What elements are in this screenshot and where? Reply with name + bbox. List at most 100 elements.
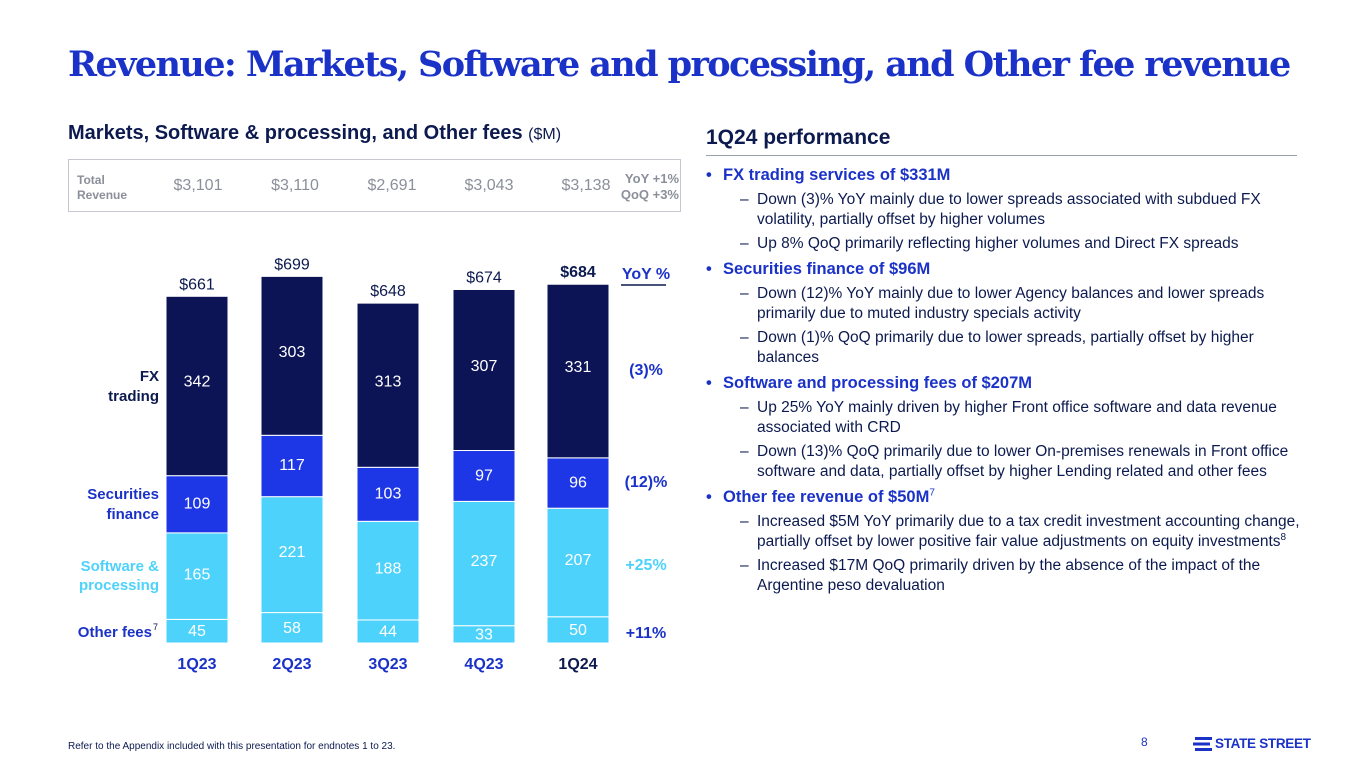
total-revenue-box: Total Revenue $3,101 $3,110 $2,691 $3,04… [68, 159, 681, 212]
bar-value-label: 96 [569, 475, 587, 492]
bullet-item: Software and processing fees of $207M Up … [706, 373, 1301, 482]
state-street-logo: STATE STREET [1193, 735, 1311, 753]
sub-bullet-item: Increased $5M YoY primarily due to a tax… [723, 512, 1301, 552]
sub-bullet-text: Up 8% QoQ primarily reflecting higher vo… [757, 235, 1239, 252]
performance-divider [706, 155, 1297, 156]
total-revenue-value: $2,691 [367, 177, 417, 194]
series-name-label: processing [79, 577, 159, 594]
bullet-heading: Software and processing fees of $207M [723, 374, 1033, 392]
bar-value-label: 331 [565, 359, 592, 376]
series-name-label: finance [106, 506, 159, 523]
bar-segment [165, 295, 229, 477]
sub-bullet-text: Down (1)% QoQ primarily due to lower spr… [757, 329, 1254, 366]
bar-segment [452, 450, 516, 502]
logo-text: STATE STREET [1215, 736, 1311, 751]
bar-total-label: $661 [179, 276, 215, 293]
series-name-label: Other fees [78, 624, 152, 641]
bar-segment [356, 302, 420, 468]
sub-bullet-item: Down (1)% QoQ primarily due to lower spr… [723, 328, 1301, 368]
sub-bullet-text: Increased $5M YoY primarily due to a tax… [757, 513, 1300, 550]
sub-bullet-item: Down (3)% YoY mainly due to lower spread… [723, 190, 1301, 230]
sub-bullet-item: Up 8% QoQ primarily reflecting higher vo… [723, 234, 1301, 254]
bar-segment [452, 288, 516, 452]
yoy-change-label: (3)% [629, 362, 663, 379]
bar-value-label: 58 [283, 620, 301, 637]
sub-bullet-item: Down (13)% QoQ primarily due to lower On… [723, 442, 1301, 482]
series-name-label: trading [108, 388, 159, 405]
bar-segment [546, 457, 610, 509]
total-revenue-value: $3,043 [464, 177, 514, 194]
bar-value-label: 313 [375, 373, 402, 390]
bar-value-label: 45 [188, 623, 206, 640]
bullet-item: Securities finance of $96M Down (12)% YoY… [706, 259, 1301, 368]
sub-bullet-item: Increased $17M QoQ primarily driven by t… [723, 556, 1301, 596]
bullet-heading: Other fee revenue of $50M [723, 488, 930, 506]
bar-value-label: 165 [184, 567, 211, 584]
performance-bullets: FX trading services of $331M Down (3)% Yo… [706, 165, 1301, 596]
bar-segment [165, 532, 229, 620]
bullet-item: Other fee revenue of $50M7 Increased $5M … [706, 487, 1301, 596]
bar-value-label: 207 [565, 552, 592, 569]
footnote-marker: 7 [929, 487, 935, 499]
bar-segment [546, 283, 610, 459]
footnote-marker: 8 [1280, 531, 1287, 543]
bar-total-label: $699 [274, 256, 310, 273]
bar-segment [546, 507, 610, 618]
category-tick-label: 1Q24 [558, 656, 597, 673]
total-revenue-value: $3,101 [173, 177, 223, 194]
sub-bullet-text: Up 25% YoY mainly driven by higher Front… [757, 399, 1277, 436]
page-title: Revenue: Markets, Software and processin… [68, 44, 1291, 85]
yoy-header: YoY % [622, 266, 670, 283]
bar-total-label: $684 [560, 264, 596, 281]
category-tick-label: 3Q23 [368, 656, 407, 673]
series-name-label: Software & [81, 558, 160, 575]
chart-heading-text: Markets, Software & processing, and Othe… [68, 122, 523, 144]
bar-value-label: 307 [471, 358, 498, 375]
bar-value-label: 44 [379, 623, 397, 640]
bullet-item: FX trading services of $331M Down (3)% Yo… [706, 165, 1301, 254]
stacked-bar-chart: 45 58 44 33 50 165 221 188 237 207 109 117 103 97 96 34… [78, 256, 670, 673]
chart-heading-unit: ($M) [528, 126, 562, 143]
sub-bullet-item: Up 25% YoY mainly driven by higher Front… [723, 398, 1301, 438]
bar-value-label: 103 [375, 486, 402, 503]
category-tick-label: 4Q23 [464, 656, 503, 673]
bar-value-label: 188 [375, 561, 402, 578]
sub-bullet-text: Down (3)% YoY mainly due to lower spread… [757, 191, 1261, 228]
bar-segment [452, 500, 516, 627]
bar-segment [546, 616, 610, 644]
bar-segment [165, 475, 229, 534]
bar-value-label: 50 [569, 622, 587, 639]
bar-total-label: $674 [466, 269, 502, 286]
series-footnote-marker: 7 [153, 622, 158, 632]
footnote: Refer to the Appendix included with this… [68, 741, 396, 752]
yoy-change-label: +25% [625, 557, 666, 574]
bar-value-label: 97 [475, 467, 493, 484]
bar-value-label: 303 [279, 344, 306, 361]
state-street-logo-icon [1193, 737, 1212, 751]
total-revenue-yoy: YoY +1% [624, 171, 679, 186]
bar-value-label: 33 [475, 626, 493, 643]
bar-value-label: 117 [279, 457, 305, 474]
bar-segment [356, 520, 420, 621]
series-name-label: Securities [87, 486, 159, 503]
total-revenue-value: $3,138 [561, 177, 611, 194]
bar-value-label: 221 [279, 544, 306, 561]
bar-value-label: 237 [471, 553, 498, 570]
yoy-change-label: +11% [626, 625, 666, 642]
total-revenue-value: $3,110 [271, 177, 319, 194]
total-revenue-label: Total Revenue [77, 173, 128, 202]
performance-heading: 1Q24 performance [706, 126, 891, 149]
category-tick-label: 2Q23 [272, 656, 311, 673]
total-revenue-qoq: QoQ +3% [620, 187, 679, 202]
category-tick-label: 1Q23 [177, 656, 216, 673]
chart-heading: Markets, Software & processing, and Othe… [68, 122, 561, 145]
sub-bullet-text: Down (12)% YoY mainly due to lower Agenc… [757, 285, 1265, 322]
bar-segment [260, 496, 324, 614]
bar-segment [260, 612, 324, 644]
sub-bullet-text: Down (13)% QoQ primarily due to lower On… [757, 443, 1289, 480]
bullet-heading: FX trading services of $331M [723, 166, 951, 184]
bar-segment [260, 275, 324, 436]
bar-total-label: $648 [370, 283, 406, 300]
bullet-heading: Securities finance of $96M [723, 260, 931, 278]
sub-bullet-item: Down (12)% YoY mainly due to lower Agenc… [723, 284, 1301, 324]
